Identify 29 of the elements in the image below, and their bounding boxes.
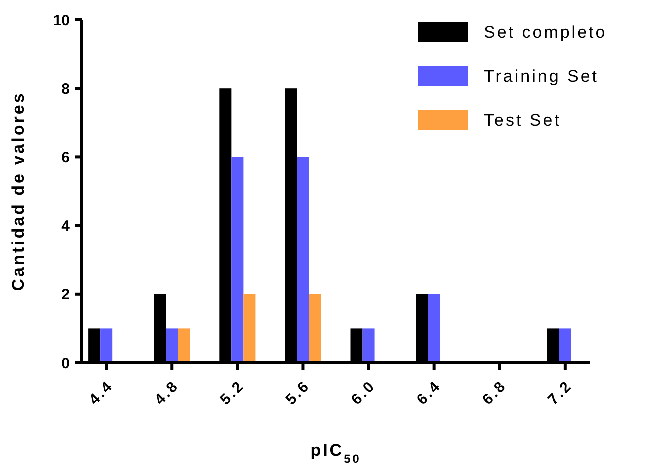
y-axis-title: Cantidad de valores [9, 92, 28, 292]
y-tick-label: 8 [62, 80, 70, 98]
bar [166, 328, 178, 363]
y-tick-label: 0 [62, 355, 70, 372]
legend-label: Training Set [484, 66, 600, 86]
x-tick-label: 4.4 [86, 378, 118, 409]
bar [559, 328, 572, 363]
y-tick-label: 10 [53, 12, 70, 30]
bar [309, 294, 322, 363]
bar [244, 294, 256, 363]
legend-label: Set completo [484, 22, 608, 42]
x-tick-label: 7.2 [544, 378, 576, 409]
y-tick-label: 6 [62, 149, 70, 166]
bar [232, 157, 244, 363]
bar [428, 294, 440, 363]
x-tick-label: 6.4 [414, 378, 445, 409]
x-tick-label: 5.6 [282, 378, 314, 409]
bar [297, 157, 310, 363]
legend-label: Test Set [484, 110, 562, 130]
y-tick-label: 2 [62, 286, 70, 304]
bar [362, 328, 375, 363]
x-tick-label: 6.8 [479, 378, 510, 409]
x-tick-label: 5.2 [217, 378, 248, 409]
y-tick-label: 4 [62, 218, 71, 236]
bar [100, 328, 113, 363]
x-tick-label: 6.0 [348, 378, 380, 409]
x-axis-title: pIC$_{50}$ [310, 441, 362, 466]
bar [178, 328, 190, 363]
x-tick-label: 4.8 [152, 378, 183, 409]
